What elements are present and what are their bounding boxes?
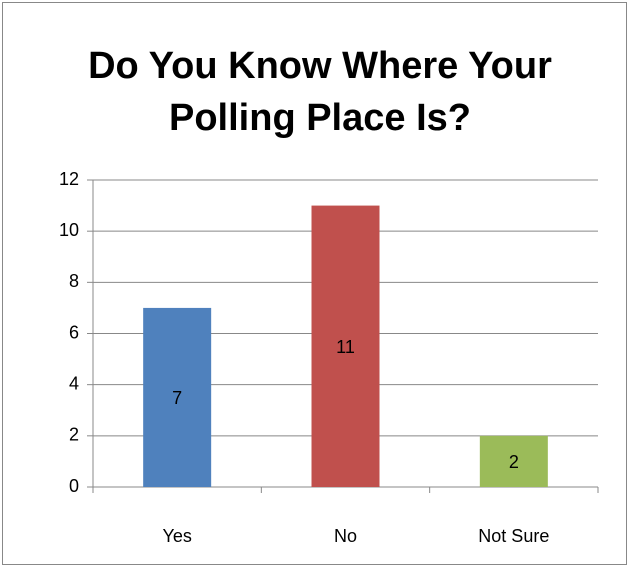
y-tick-label: 4 [69,373,79,393]
data-label: 2 [509,452,519,472]
y-tick-label: 6 [69,322,79,342]
bar [143,307,212,487]
x-tick-label: No [334,526,357,546]
y-tick-label: 10 [59,220,79,240]
y-tick-label: 8 [69,271,79,291]
data-label: 7 [172,388,182,408]
y-tick-label: 2 [69,425,79,445]
y-tick-label: 12 [59,169,79,189]
data-label: 11 [336,337,355,357]
bar [479,435,548,487]
chart-title: Do You Know Where Your Polling Place Is? [88,45,552,139]
x-tick-label: Yes [162,526,191,546]
y-tick-label: 0 [69,476,79,496]
bar [311,205,380,488]
x-tick-label: Not Sure [478,526,549,546]
